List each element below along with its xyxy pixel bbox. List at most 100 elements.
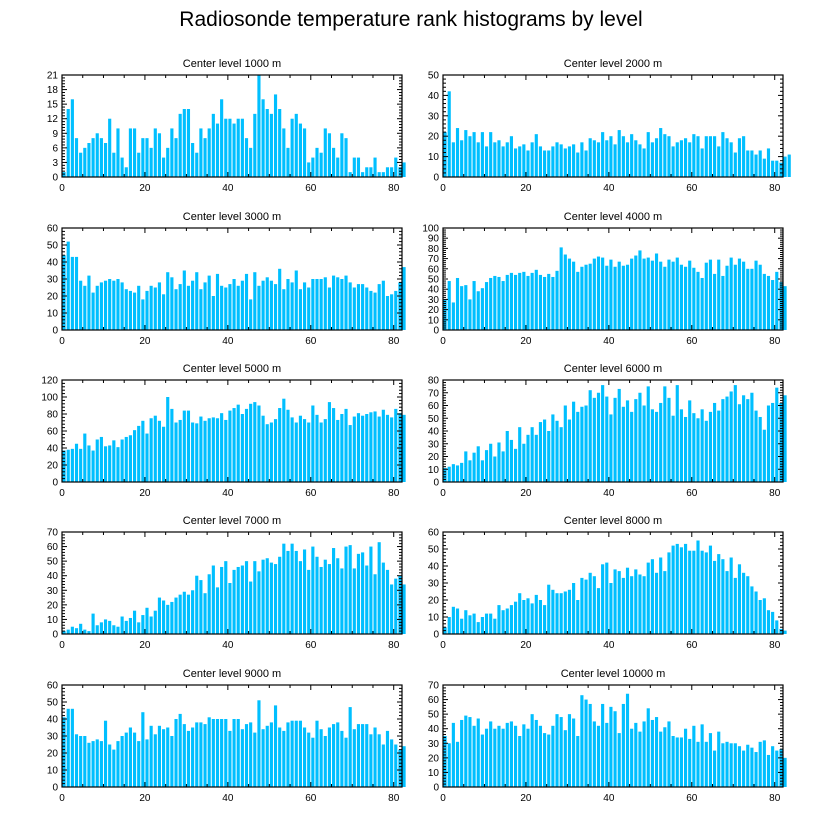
histogram-bar [509, 136, 513, 177]
histogram-bar [286, 279, 290, 330]
histogram-bar [480, 734, 484, 787]
histogram-bar [530, 427, 534, 482]
histogram-bar [290, 720, 294, 787]
histogram-bar [480, 460, 484, 482]
histogram-bar [559, 144, 563, 177]
y-tick-label: 20 [428, 452, 440, 463]
y-tick-label: 60 [428, 695, 440, 706]
histogram-bar [162, 426, 166, 482]
histogram-bar [103, 280, 108, 330]
histogram-bar [742, 136, 746, 177]
histogram-bar [746, 268, 750, 330]
histogram-bar [149, 285, 153, 330]
histogram-bar [464, 130, 468, 177]
histogram-bar [650, 260, 654, 330]
histogram-bar [704, 420, 708, 482]
histogram-bar [754, 410, 758, 482]
histogram-bar [385, 167, 390, 177]
histogram-bar [253, 272, 257, 330]
histogram-bar [103, 446, 108, 482]
histogram-bar [497, 140, 501, 177]
histogram-bar [480, 617, 484, 634]
histogram-bar [182, 591, 186, 634]
histogram-bar [83, 147, 87, 177]
histogram-bar [398, 749, 402, 787]
histogram-bar [779, 282, 783, 330]
y-tick-label: 20 [47, 461, 59, 472]
y-tick-label: 40 [428, 562, 440, 573]
histogram-bar [91, 138, 95, 177]
histogram-bar [373, 292, 377, 330]
histogram-bar [257, 700, 261, 787]
histogram-bar [783, 395, 787, 482]
histogram-bar [729, 142, 733, 177]
histogram-bar [186, 594, 191, 634]
histogram-bar [137, 425, 141, 482]
histogram-bar [153, 128, 157, 177]
histogram-bar [646, 257, 650, 330]
histogram-panel-8: Center level 8000 m 0 20 40 60 80 0 10 20 30 40 50 6… [428, 515, 787, 651]
histogram-bar [116, 279, 120, 330]
histogram-bar [224, 287, 228, 330]
histogram-bar [70, 626, 74, 634]
histogram-bar [182, 109, 186, 177]
histogram-bar [132, 292, 137, 330]
histogram-bar [497, 276, 501, 330]
histogram-bar [609, 259, 613, 330]
histogram-bar [286, 409, 290, 482]
histogram-bar [290, 543, 294, 634]
histogram-bar [182, 724, 186, 787]
y-tick-label: 20 [47, 600, 59, 611]
histogram-bar [108, 118, 112, 177]
histogram-bar [244, 273, 249, 330]
histogram-bar [733, 264, 737, 330]
histogram-bar [754, 591, 758, 634]
histogram-bar [468, 717, 472, 787]
histogram-bar [74, 628, 79, 634]
histogram-bar [203, 420, 207, 482]
histogram-bar [141, 138, 145, 177]
histogram-bar [588, 138, 592, 177]
histogram-bar [538, 422, 543, 482]
histogram-bar [257, 405, 261, 482]
histogram-bar [112, 152, 116, 177]
histogram-bar [79, 448, 83, 482]
histogram-bar [638, 731, 642, 787]
y-tick-label: 60 [47, 542, 59, 553]
y-tick-label: 18 [47, 85, 59, 96]
histogram-bar [713, 560, 717, 634]
histogram-bar [592, 140, 596, 177]
histogram-bar [141, 615, 145, 634]
histogram-bar [675, 737, 679, 787]
histogram-bar [476, 718, 480, 787]
histogram-bar [555, 420, 559, 482]
x-tick-label: 0 [59, 793, 65, 804]
histogram-bar [646, 386, 650, 482]
histogram-bar [402, 414, 406, 482]
histogram-bar [646, 562, 650, 634]
panel-title: Center level 3000 m [183, 211, 281, 223]
histogram-bar [352, 416, 356, 482]
histogram-bar [319, 152, 323, 177]
histogram-bar [472, 452, 476, 482]
histogram-bar [311, 157, 315, 177]
histogram-bar [66, 109, 70, 177]
histogram-bar [642, 405, 646, 482]
histogram-bar [269, 722, 273, 787]
histogram-bar [153, 415, 157, 482]
y-tick-label: 70 [428, 388, 440, 399]
histogram-bar [290, 118, 294, 177]
histogram-bar [675, 257, 679, 330]
histogram-bar [733, 743, 737, 787]
histogram-bar [215, 587, 220, 634]
histogram-bar [451, 606, 455, 634]
x-tick-label: 60 [305, 488, 317, 499]
histogram-bar [286, 147, 290, 177]
histogram-bar [646, 708, 650, 787]
histogram-bar [249, 147, 253, 177]
histogram-bar [224, 118, 228, 177]
histogram-bar [737, 746, 742, 787]
histogram-bar [199, 722, 203, 787]
histogram-bar [323, 419, 327, 482]
histogram-bar [630, 411, 634, 482]
